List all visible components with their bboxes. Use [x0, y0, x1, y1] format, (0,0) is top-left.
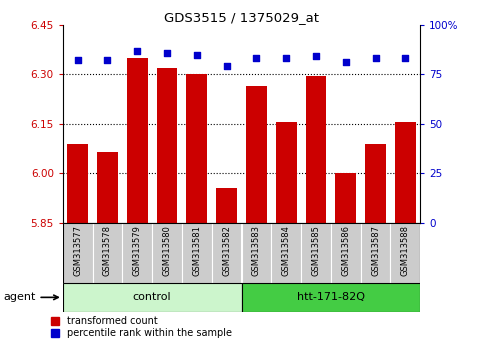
Point: [372, 56, 380, 61]
Point: [342, 59, 350, 65]
Bar: [63, 223, 93, 283]
Text: GSM313582: GSM313582: [222, 225, 231, 276]
Bar: [216, 188, 237, 223]
Text: GSM313587: GSM313587: [371, 225, 380, 276]
Legend: transformed count, percentile rank within the sample: transformed count, percentile rank withi…: [51, 316, 232, 338]
Title: GDS3515 / 1375029_at: GDS3515 / 1375029_at: [164, 11, 319, 24]
Text: agent: agent: [3, 292, 58, 302]
Point: [312, 54, 320, 59]
Bar: [127, 58, 148, 223]
Bar: [390, 223, 420, 283]
Text: GSM313586: GSM313586: [341, 225, 350, 276]
Bar: [67, 144, 88, 223]
Text: GSM313577: GSM313577: [73, 225, 82, 276]
Point: [401, 56, 409, 61]
Bar: [306, 76, 327, 223]
Bar: [152, 223, 182, 283]
Text: GSM313588: GSM313588: [401, 225, 410, 276]
Bar: [361, 223, 390, 283]
Point: [133, 48, 141, 53]
Bar: [93, 223, 122, 283]
Text: GSM313583: GSM313583: [252, 225, 261, 276]
Text: GSM313580: GSM313580: [163, 225, 171, 276]
Bar: [212, 223, 242, 283]
Bar: [365, 144, 386, 223]
Bar: [182, 223, 212, 283]
Bar: [335, 173, 356, 223]
Point: [163, 50, 171, 55]
Text: GSM313584: GSM313584: [282, 225, 291, 276]
Text: GSM313578: GSM313578: [103, 225, 112, 276]
Point: [223, 64, 230, 69]
Bar: [63, 283, 242, 312]
Bar: [97, 152, 118, 223]
Point: [193, 52, 201, 57]
Bar: [242, 223, 271, 283]
Bar: [246, 86, 267, 223]
Point: [253, 56, 260, 61]
Bar: [156, 68, 177, 223]
Bar: [331, 223, 361, 283]
Bar: [186, 74, 207, 223]
Point: [104, 58, 112, 63]
Bar: [276, 122, 297, 223]
Bar: [301, 223, 331, 283]
Bar: [242, 283, 420, 312]
Text: control: control: [133, 292, 171, 302]
Point: [74, 58, 82, 63]
Text: htt-171-82Q: htt-171-82Q: [297, 292, 365, 302]
Bar: [122, 223, 152, 283]
Text: GSM313579: GSM313579: [133, 225, 142, 276]
Text: GSM313581: GSM313581: [192, 225, 201, 276]
Point: [282, 56, 290, 61]
Text: GSM313585: GSM313585: [312, 225, 320, 276]
Bar: [271, 223, 301, 283]
Bar: [395, 122, 416, 223]
